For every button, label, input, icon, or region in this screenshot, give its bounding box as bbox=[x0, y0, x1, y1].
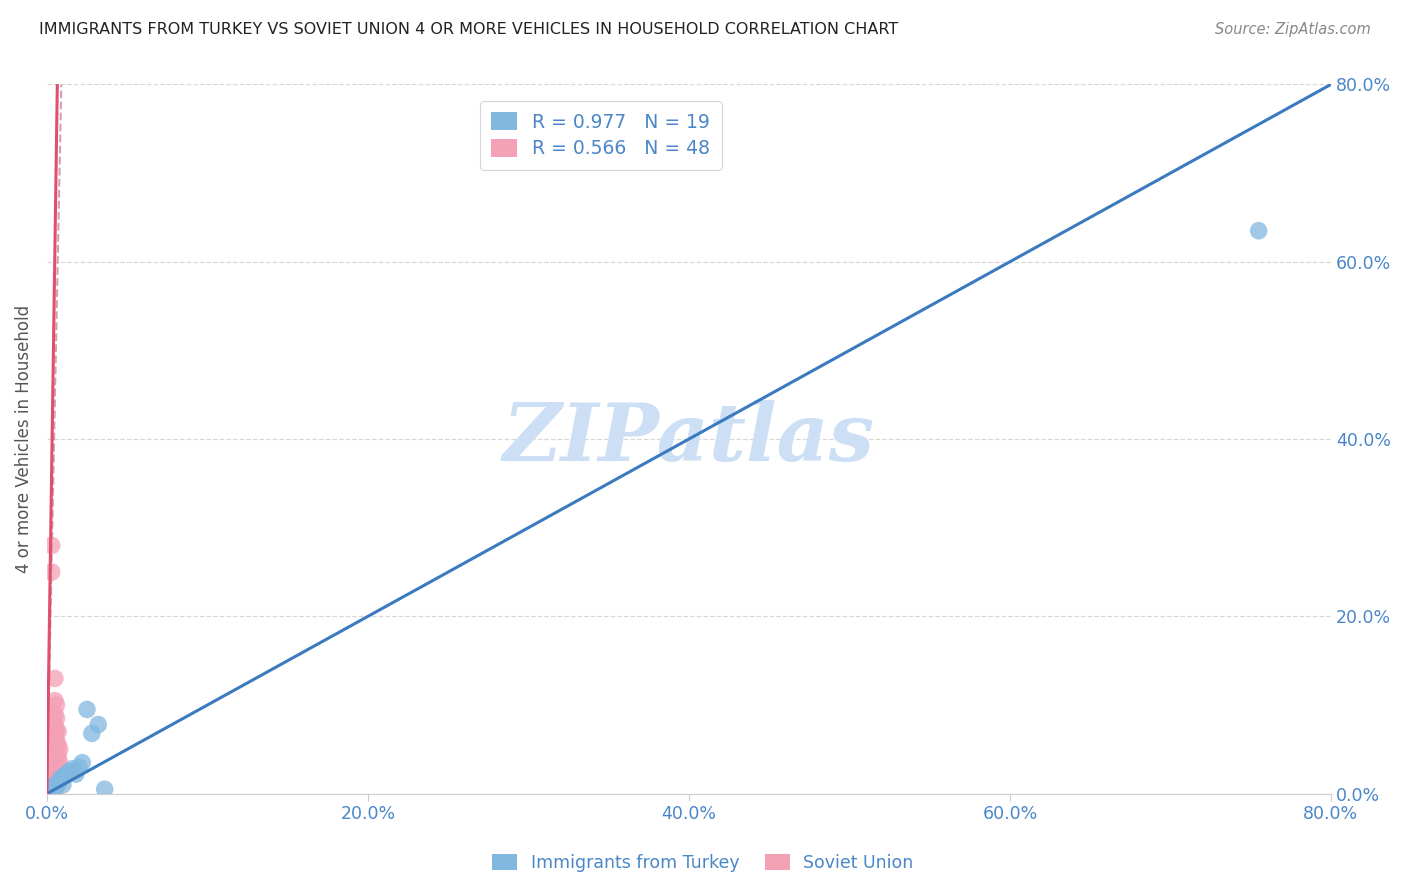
Point bbox=[45, 751, 67, 765]
Point bbox=[51, 771, 73, 785]
Point bbox=[80, 726, 103, 740]
Point bbox=[46, 769, 69, 783]
Point bbox=[42, 715, 65, 730]
Point bbox=[44, 742, 66, 756]
Point bbox=[58, 764, 80, 779]
Point bbox=[45, 723, 67, 737]
Point bbox=[44, 782, 66, 797]
Text: Source: ZipAtlas.com: Source: ZipAtlas.com bbox=[1215, 22, 1371, 37]
Point bbox=[44, 778, 66, 792]
Point bbox=[41, 780, 63, 794]
Point bbox=[67, 760, 90, 774]
Legend: Immigrants from Turkey, Soviet Union: Immigrants from Turkey, Soviet Union bbox=[485, 847, 921, 879]
Point bbox=[45, 760, 67, 774]
Point bbox=[52, 778, 75, 792]
Point bbox=[44, 764, 66, 779]
Point bbox=[46, 738, 69, 752]
Point bbox=[45, 742, 67, 756]
Point bbox=[1247, 224, 1270, 238]
Point bbox=[42, 757, 65, 772]
Point bbox=[44, 775, 66, 789]
Point bbox=[62, 762, 84, 776]
Point bbox=[41, 565, 63, 579]
Legend: R = 0.977   N = 19, R = 0.566   N = 48: R = 0.977 N = 19, R = 0.566 N = 48 bbox=[479, 101, 721, 169]
Point bbox=[41, 538, 63, 552]
Point bbox=[46, 749, 69, 764]
Point bbox=[46, 776, 69, 790]
Point bbox=[44, 717, 66, 731]
Point bbox=[44, 772, 66, 787]
Point bbox=[76, 702, 98, 716]
Point bbox=[44, 693, 66, 707]
Point bbox=[44, 781, 66, 796]
Point bbox=[42, 744, 65, 758]
Point bbox=[87, 717, 110, 731]
Point bbox=[45, 780, 67, 794]
Point bbox=[55, 767, 77, 781]
Point bbox=[44, 755, 66, 769]
Point bbox=[44, 672, 66, 686]
Point bbox=[44, 784, 66, 798]
Point bbox=[44, 778, 66, 792]
Point bbox=[93, 782, 115, 797]
Point bbox=[44, 760, 66, 774]
Point bbox=[42, 751, 65, 765]
Point bbox=[44, 706, 66, 721]
Point bbox=[45, 711, 67, 725]
Point bbox=[44, 735, 66, 749]
Point bbox=[46, 724, 69, 739]
Point bbox=[41, 778, 63, 792]
Point bbox=[42, 764, 65, 779]
Point bbox=[46, 760, 69, 774]
Point bbox=[48, 742, 70, 756]
Point bbox=[51, 764, 73, 779]
Point bbox=[45, 698, 67, 712]
Point bbox=[42, 729, 65, 743]
Point bbox=[45, 767, 67, 781]
Point bbox=[44, 749, 66, 764]
Point bbox=[42, 738, 65, 752]
Point bbox=[48, 773, 70, 788]
Point bbox=[70, 756, 93, 770]
Text: IMMIGRANTS FROM TURKEY VS SOVIET UNION 4 OR MORE VEHICLES IN HOUSEHOLD CORRELATI: IMMIGRANTS FROM TURKEY VS SOVIET UNION 4… bbox=[39, 22, 898, 37]
Point bbox=[41, 781, 63, 796]
Point bbox=[45, 733, 67, 747]
Point bbox=[44, 780, 66, 794]
Point bbox=[53, 769, 76, 783]
Point bbox=[44, 769, 66, 783]
Point bbox=[65, 767, 87, 781]
Point bbox=[44, 726, 66, 740]
Y-axis label: 4 or more Vehicles in Household: 4 or more Vehicles in Household bbox=[15, 305, 32, 574]
Text: ZIPatlas: ZIPatlas bbox=[503, 401, 875, 478]
Point bbox=[41, 782, 63, 797]
Point bbox=[48, 756, 70, 770]
Point bbox=[41, 782, 63, 797]
